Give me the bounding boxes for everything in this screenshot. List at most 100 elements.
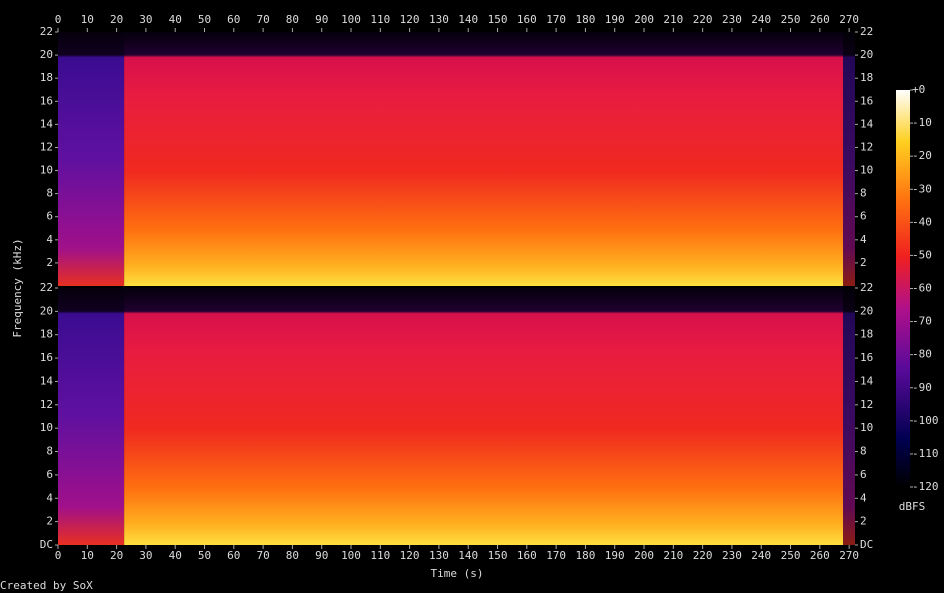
colorbar-tick-label: -60 [912,282,932,295]
x-tick-label: 0 [55,13,62,26]
y-tick-label: 10 [40,164,53,177]
signal-region [124,288,844,545]
x-tick-label: 50 [198,549,211,562]
y-tick-label: 8 [46,187,53,200]
x-tick-label: 90 [315,549,328,562]
x-tick-label: 90 [315,13,328,26]
x-tick-label: 250 [781,549,801,562]
x-tick-label: 40 [169,549,182,562]
fade-region [843,288,855,545]
colorbar-tick-label: -70 [912,315,932,328]
colorbar-tick-label: -110 [912,447,939,460]
y-tick-label: DC [860,538,873,551]
y-tick-label: DC [40,538,53,551]
signal-region [124,32,844,286]
x-tick-label: 200 [634,13,654,26]
y-tick-label: 4 [46,491,53,504]
x-tick-label: 140 [458,549,478,562]
colorbar-tick-label: -100 [912,414,939,427]
x-tick-label: 150 [488,13,508,26]
y-tick-label: 2 [46,256,53,269]
x-tick-label: 10 [81,549,94,562]
colorbar-tick-label: -20 [912,149,932,162]
x-tick-label: 230 [722,13,742,26]
x-tick-label: 70 [256,549,269,562]
colorbar-tick-label: -30 [912,182,932,195]
x-tick-label: 140 [458,13,478,26]
x-tick-label: 210 [663,13,683,26]
y-tick-label: 20 [40,48,53,61]
x-tick-label: 60 [227,549,240,562]
colorbar-tick-label: -90 [912,381,932,394]
x-tick-label: 80 [286,13,299,26]
x-tick-label: 170 [546,13,566,26]
y-tick-label: 10 [860,164,873,177]
y-tick-label: 8 [860,445,867,458]
y-tick-label: 22 [40,281,53,294]
colorbar-tick-label: -120 [912,480,939,493]
x-tick-label: 150 [488,549,508,562]
y-tick-label: 16 [860,94,873,107]
x-tick-label: 240 [751,549,771,562]
y-tick-label: 14 [860,117,874,130]
y-tick-label: 4 [46,233,53,246]
y-tick-label: 6 [860,468,867,481]
x-tick-label: 210 [663,549,683,562]
y-tick-label: 18 [860,71,873,84]
x-tick-label: 180 [575,549,595,562]
x-tick-label: 110 [370,549,390,562]
y-tick-label: 14 [860,374,874,387]
x-tick-label: 30 [139,13,152,26]
y-tick-label: 18 [860,328,873,341]
y-tick-label: 12 [860,140,873,153]
x-tick-label: 40 [169,13,182,26]
x-tick-label: 60 [227,13,240,26]
x-tick-label: 270 [839,549,859,562]
x-tick-label: 130 [429,549,449,562]
x-tick-label: 190 [605,549,625,562]
y-tick-label: 16 [860,351,873,364]
x-tick-label: 240 [751,13,771,26]
y-tick-label: 14 [40,117,54,130]
y-tick-label: 4 [860,233,867,246]
colorbar-tick-label: -40 [912,215,932,228]
x-tick-label: 100 [341,13,361,26]
y-tick-label: 4 [860,491,867,504]
x-tick-label: 10 [81,13,94,26]
y-tick-label: 6 [46,210,53,223]
x-tick-label: 30 [139,549,152,562]
y-tick-label: 20 [40,304,53,317]
y-tick-label: 10 [860,421,873,434]
colorbar-tick-label: +0 [912,83,925,96]
x-tick-label: 160 [517,13,537,26]
y-tick-label: 16 [40,94,53,107]
y-tick-label: 14 [40,374,54,387]
y-tick-label: 12 [40,140,53,153]
x-axis-label: Time (s) [431,567,484,580]
x-tick-label: 190 [605,13,625,26]
y-tick-label: 8 [860,187,867,200]
quiet-region [58,288,125,545]
x-tick-label: 180 [575,13,595,26]
y-tick-label: 20 [860,48,873,61]
x-tick-label: 100 [341,549,361,562]
x-tick-label: 110 [370,13,390,26]
x-tick-label: 120 [400,13,420,26]
y-axis-label: Frequency (kHz) [11,238,24,337]
y-tick-label: 6 [860,210,867,223]
colorbar [896,90,910,487]
y-tick-label: 18 [40,328,53,341]
x-tick-label: 50 [198,13,211,26]
x-tick-label: 270 [839,13,859,26]
colorbar-tick-label: -80 [912,348,932,361]
footer: Created by SoX [0,579,93,592]
colorbar-label: dBFS [899,500,926,513]
x-tick-label: 0 [55,549,62,562]
x-tick-label: 130 [429,13,449,26]
x-tick-label: 20 [110,13,123,26]
colorbar-tick-label: -10 [912,116,932,129]
spectrogram-panels [58,32,855,545]
x-tick-label: 170 [546,549,566,562]
y-tick-label: 16 [40,351,53,364]
